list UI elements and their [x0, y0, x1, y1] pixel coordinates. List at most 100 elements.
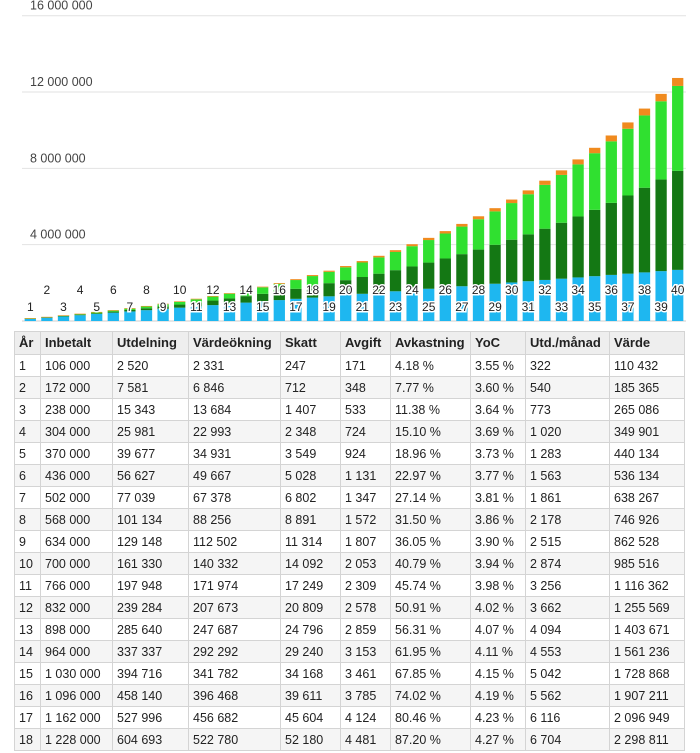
- table-cell-return: 18.96 %: [390, 442, 471, 465]
- bar-segment-value-increase: [356, 262, 368, 278]
- bar-segment-value-increase: [240, 290, 252, 297]
- table-cell-dividend-per-month: 1 283: [525, 442, 610, 465]
- column-header-paid-in: Inbetalt: [40, 331, 113, 355]
- bar-segment-paid-in: [157, 308, 169, 321]
- bar-segment-dividend: [439, 258, 451, 288]
- table-cell-fee: 1 572: [340, 508, 391, 531]
- table-cell-tax: 45 604: [280, 706, 341, 729]
- bar-segment-value-increase: [290, 280, 302, 289]
- table-cell-fee: 171: [340, 354, 391, 377]
- table-cell-value-increase: 49 667: [188, 464, 281, 487]
- table-cell-value-increase: 292 292: [188, 640, 281, 663]
- bar-segment-value-increase: [622, 128, 634, 196]
- table-cell-paid-in: 898 000: [40, 618, 113, 641]
- bar-segment-paid-in: [306, 297, 319, 321]
- table-cell-value-increase: 140 332: [188, 552, 281, 575]
- table-row: 9 634 000 129 148 112 502 11 314 1 807 36.05 %…: [14, 530, 685, 553]
- table-cell-value: 1 561 236: [609, 640, 685, 663]
- table-cell-return: 15.10 %: [390, 420, 471, 443]
- bar-segment-dividend: [240, 296, 252, 303]
- bar-segment-value-increase: [506, 203, 518, 240]
- bar-segment-dividend: [124, 309, 136, 312]
- table-cell-tax: 20 809: [280, 596, 341, 619]
- table-cell-paid-in: 568 000: [40, 508, 113, 531]
- x-category-label: 32: [538, 283, 552, 297]
- bar-segment-tax: [91, 311, 103, 313]
- table-cell-value: 1 728 868: [609, 662, 685, 685]
- x-category-label: 13: [223, 300, 237, 314]
- x-category-label: 18: [306, 283, 320, 297]
- bar-segment-tax: [273, 283, 285, 284]
- bar-segment-paid-in: [472, 284, 485, 321]
- table-cell-yoc: 3.55 %: [470, 354, 526, 377]
- bar-segment-dividend: [174, 304, 186, 308]
- bar-segment-tax: [240, 289, 252, 291]
- bar-segment-value-increase: [589, 153, 601, 210]
- bar-segment-tax: [672, 77, 684, 86]
- table-row: 2 172 000 7 581 6 846 712 348 7.77 % 3.60 % 540 1…: [14, 376, 685, 399]
- bar-segment-value-increase: [306, 276, 319, 287]
- table-cell-value: 536 134: [609, 464, 685, 487]
- bar-segment-tax: [140, 305, 153, 307]
- table-cell-return: 74.02 %: [390, 684, 471, 707]
- table-cell-yoc: 3.64 %: [470, 398, 526, 421]
- bar-segment-tax: [555, 170, 568, 175]
- bar-segment-dividend: [157, 306, 169, 309]
- table-row: 1 106 000 2 520 2 331 247 171 4.18 % 3.55 % 322 1…: [14, 354, 685, 377]
- x-category-label: 20: [339, 283, 353, 297]
- bar-segment-dividend: [522, 234, 534, 282]
- table-cell-dividend: 394 716: [112, 662, 189, 685]
- table-cell-return: 50.91 %: [390, 596, 471, 619]
- bar-segment-tax: [539, 180, 551, 185]
- table-cell-value-increase: 34 931: [188, 442, 281, 465]
- bar-segment-tax: [456, 223, 468, 227]
- bar-segment-value-increase: [456, 226, 468, 255]
- table-cell-dividend-per-month: 2 515: [525, 530, 610, 553]
- bar-segment-tax: [605, 135, 617, 142]
- bar-segment-paid-in: [655, 271, 667, 321]
- table-cell-fee: 2 859: [340, 618, 391, 641]
- table-cell-year: 7: [14, 486, 41, 509]
- table-cell-paid-in: 502 000: [40, 486, 113, 509]
- table-cell-return: 31.50 %: [390, 508, 471, 531]
- column-header-tax: Skatt: [280, 331, 341, 355]
- table-cell-dividend: 101 134: [112, 508, 189, 531]
- table-row: 14 964 000 337 337 292 292 29 240 3 153 61.95 …: [14, 640, 685, 663]
- bar-segment-dividend: [290, 288, 302, 299]
- bar-segment-dividend: [605, 202, 617, 275]
- bar-segment-tax: [290, 279, 302, 281]
- table-cell-year: 14: [14, 640, 41, 663]
- table-cell-year: 2: [14, 376, 41, 399]
- bar-segment-value-increase: [157, 304, 169, 307]
- bar-segment-dividend: [107, 311, 119, 313]
- table-cell-tax: 34 168: [280, 662, 341, 685]
- bar-segment-paid-in: [240, 302, 252, 321]
- table-cell-value-increase: 13 684: [188, 398, 281, 421]
- table-row: 18 1 228 000 604 693 522 780 52 180 4 481 87.2…: [14, 728, 685, 751]
- bar-segment-value-increase: [472, 219, 485, 250]
- table-cell-yoc: 4.19 %: [470, 684, 526, 707]
- table-cell-dividend-per-month: 5 042: [525, 662, 610, 685]
- table-cell-value: 746 926: [609, 508, 685, 531]
- table-cell-return: 36.05 %: [390, 530, 471, 553]
- table-cell-fee: 2 309: [340, 574, 391, 597]
- table-cell-value: 1 403 671: [609, 618, 685, 641]
- bar-segment-paid-in: [572, 277, 584, 321]
- bar-segment-paid-in: [522, 281, 534, 321]
- bar-segment-paid-in: [124, 311, 136, 321]
- x-category-label: 38: [638, 283, 652, 297]
- bar-segment-paid-in: [406, 290, 418, 321]
- bar-segment-value-increase: [323, 271, 335, 284]
- x-category-label: 40: [671, 283, 685, 297]
- bar-segment-paid-in: [622, 273, 634, 321]
- results-table: År Inbetalt Utdelning Värdeökning Skatt Avgif…: [14, 331, 685, 751]
- bar-segment-tax: [638, 108, 651, 116]
- bar-segment-value-increase: [406, 246, 418, 267]
- table-cell-paid-in: 238 000: [40, 398, 113, 421]
- stacked-bar-chart: 16 000 000 12 000 000 8 000 000 4 000 000 1 2…: [0, 0, 700, 328]
- table-cell-yoc: 4.15 %: [470, 662, 526, 685]
- table-cell-value-increase: 207 673: [188, 596, 281, 619]
- table-cell-value-increase: 171 974: [188, 574, 281, 597]
- bar-segment-value-increase: [273, 283, 285, 292]
- bar-segment-paid-in: [290, 298, 302, 321]
